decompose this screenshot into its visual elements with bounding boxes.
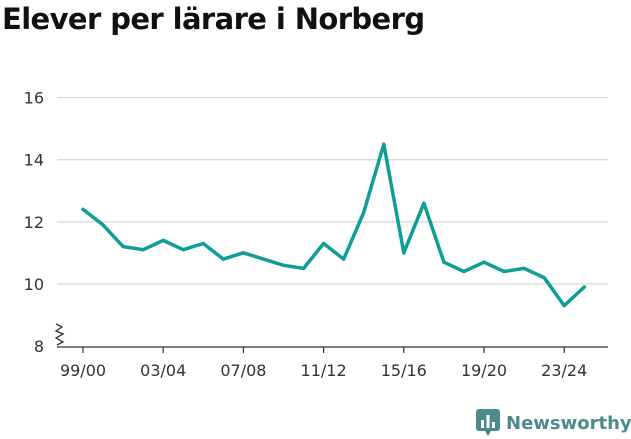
data-point <box>422 201 426 205</box>
data-point <box>342 257 346 261</box>
data-point <box>462 269 466 274</box>
brand-logo: Newsworthy <box>476 407 631 439</box>
x-tick-label: 99/00 <box>60 361 106 380</box>
y-tick-label: 8 <box>34 337 44 356</box>
y-tick-label: 10 <box>24 275 44 294</box>
x-tick-label: 07/08 <box>220 361 266 380</box>
x-tick-label: 03/04 <box>140 361 186 380</box>
series-line <box>81 142 587 308</box>
data-point <box>281 263 286 267</box>
data-point <box>81 207 85 211</box>
x-tick-label: 23/24 <box>541 361 587 380</box>
y-tick-label: 12 <box>24 213 44 232</box>
data-point <box>161 238 165 243</box>
data-point <box>522 266 526 270</box>
brand-name: Newsworthy <box>506 412 631 434</box>
data-point <box>201 241 205 246</box>
data-point <box>181 248 185 252</box>
x-axis: 99/00 03/04 07/08 11/12 15/16 19/20 23/24 <box>57 346 608 380</box>
series-layer <box>81 142 587 308</box>
axis-break-icon <box>54 323 65 346</box>
data-point <box>101 223 105 227</box>
x-tick-label: 19/20 <box>461 361 507 380</box>
line-chart: 8 10 12 14 16 99/00 03/04 07/08 11/12 15/16 19/20… <box>24 89 608 380</box>
data-point <box>241 251 245 255</box>
y-axis: 8 10 12 14 16 <box>24 89 65 356</box>
data-point <box>121 245 125 249</box>
data-point <box>402 251 406 255</box>
data-point <box>502 269 506 274</box>
newsworthy-logo-icon <box>476 409 500 436</box>
data-point <box>442 260 446 264</box>
data-point <box>322 241 326 246</box>
data-point <box>221 257 225 261</box>
chart-title: Elever per lärare i Norberg <box>2 2 425 36</box>
x-tick-label: 15/16 <box>381 361 427 380</box>
y-tick-label: 14 <box>24 151 44 170</box>
gridlines <box>57 96 608 285</box>
data-point <box>362 210 366 215</box>
y-tick-label: 16 <box>24 89 44 108</box>
data-point <box>301 266 306 270</box>
data-point <box>382 142 386 146</box>
data-point <box>482 260 486 264</box>
data-point <box>582 285 586 289</box>
data-point <box>542 276 546 280</box>
data-point <box>141 248 145 252</box>
x-tick-label: 11/12 <box>301 361 347 380</box>
data-point <box>261 257 266 261</box>
data-point <box>562 304 566 308</box>
